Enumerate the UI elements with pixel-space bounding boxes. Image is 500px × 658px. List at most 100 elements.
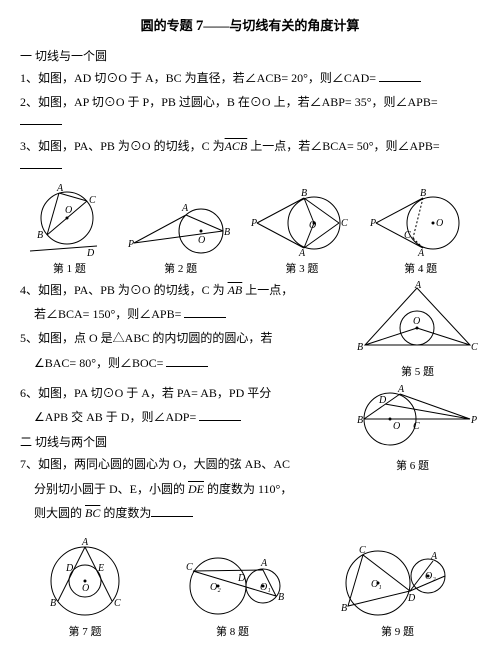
fig9-caption: 第 9 题 (333, 623, 463, 639)
svg-text:B: B (341, 603, 347, 614)
svg-text:O₁: O₁ (371, 579, 382, 590)
svg-text:C: C (404, 230, 411, 241)
svg-text:C: C (186, 562, 193, 573)
blank (20, 158, 62, 169)
q4-arc: AB (228, 283, 243, 297)
svg-text:C: C (359, 545, 366, 556)
fig3-svg: P B A C O (249, 188, 354, 258)
q7-c-a: 则大圆的 (34, 506, 85, 520)
page-title: 圆的专题 7——与切线有关的角度计算 (20, 15, 480, 35)
blank (199, 410, 241, 421)
svg-text:O: O (309, 220, 316, 231)
svg-text:B: B (420, 188, 426, 199)
question-7-line3: 则大圆的 BC 的度数为 (34, 504, 480, 523)
svg-text:A: A (417, 248, 425, 258)
svg-text:B: B (37, 230, 43, 241)
svg-text:A: A (430, 551, 438, 562)
figure-row-1: A B C O D 第 1 题 P A B O 第 2 题 (20, 183, 480, 276)
q4-a: 4、如图，PA、PB 为⊙O 的切线，C 为 (20, 283, 228, 297)
svg-text:O: O (393, 421, 400, 432)
figure-4: P B A C O 第 4 题 (368, 188, 473, 276)
q7-b-a: 分别切小圆于 D、E，小圆的 (34, 482, 188, 496)
q7-c-b: 的度数为 (100, 506, 151, 520)
svg-text:D: D (407, 593, 416, 604)
figure-9: C A B D O₁ O₂ 第 9 题 (333, 541, 463, 639)
svg-text:C: C (341, 218, 348, 229)
fig8-svg: C A B O₂ O₁ D (168, 546, 298, 621)
svg-text:A: A (414, 280, 422, 291)
fig5-caption: 第 5 题 (355, 363, 480, 379)
blank (151, 506, 193, 517)
fig7-svg: A B C D E O (38, 536, 133, 621)
svg-text:B: B (50, 598, 56, 609)
svg-text:C: C (114, 598, 121, 609)
svg-text:O₂: O₂ (210, 582, 221, 593)
fig6-svg: A B P D O C (345, 379, 480, 454)
svg-text:B: B (357, 415, 363, 426)
fig2-svg: P A B O (126, 193, 236, 258)
fig3-caption: 第 3 题 (249, 260, 354, 276)
svg-text:B: B (301, 188, 307, 199)
fig4-svg: P B A C O (368, 188, 473, 258)
svg-text:O: O (413, 316, 420, 327)
q7-b-b: 的度数为 110°， (204, 482, 292, 496)
figure-7: A B C D E O 第 7 题 (38, 536, 133, 639)
q2-text: 2、如图，AP 切⊙O 于 P，PB 过圆心，B 在⊙O 上，若∠ABP= 35… (20, 95, 438, 109)
q4-c: 若∠BCA= 150°，则∠APB= (34, 307, 184, 321)
title-suffix: ——与切线有关的角度计算 (203, 18, 359, 33)
fig4-caption: 第 4 题 (368, 260, 473, 276)
fig9-svg: C A B D O₁ O₂ (333, 541, 463, 621)
svg-text:A: A (181, 203, 189, 214)
q3-a: 3、如图，PA、PB 为⊙O 的切线，C 为 (20, 139, 225, 153)
svg-text:O: O (198, 235, 205, 246)
svg-text:P: P (127, 239, 134, 250)
svg-text:O: O (65, 205, 72, 216)
svg-text:A: A (397, 384, 405, 395)
fig2-caption: 第 2 题 (126, 260, 236, 276)
svg-text:P: P (250, 218, 257, 229)
blank (379, 71, 421, 82)
q4-b: 上一点， (242, 283, 293, 297)
fig7-caption: 第 7 题 (38, 623, 133, 639)
figure-5: A B C O 第 5 题 (355, 280, 480, 379)
fig1-caption: 第 1 题 (27, 260, 112, 276)
svg-text:D: D (86, 248, 95, 258)
q7-arc1: DE (188, 482, 204, 496)
q3-b: 上一点，若∠BCA= 50°，则∠APB= (247, 139, 439, 153)
svg-text:C: C (471, 342, 478, 353)
q1-text: 1、如图，AD 切⊙O 于 A，BC 为直径，若∠ACB= 20°，则∠CAD= (20, 71, 379, 85)
svg-text:A: A (56, 183, 64, 194)
figure-3: P B A C O 第 3 题 (249, 188, 354, 276)
svg-text:B: B (357, 342, 363, 353)
figure-2: P A B O 第 2 题 (126, 193, 236, 276)
blank (20, 114, 62, 125)
svg-text:A: A (81, 537, 89, 548)
svg-text:A: A (260, 558, 268, 569)
svg-text:O: O (436, 218, 443, 229)
q5-b: ∠BAC= 80°，则∠BOC= (34, 356, 166, 370)
blank (166, 356, 208, 367)
q3-arc: ACB (225, 139, 248, 153)
svg-text:B: B (224, 227, 230, 238)
svg-text:P: P (470, 415, 477, 426)
figure-6: A B P D O C 第 6 题 (345, 379, 480, 473)
figure-1: A B C O D 第 1 题 (27, 183, 112, 276)
figure-row-2: A B C D E O 第 7 题 C A B O₂ O₁ D 第 8 题 (20, 536, 480, 639)
question-1: 1、如图，AD 切⊙O 于 A，BC 为直径，若∠ACB= 20°，则∠CAD= (20, 69, 480, 88)
svg-text:D: D (378, 395, 387, 406)
q7-arc2: BC (85, 506, 100, 520)
svg-text:P: P (369, 218, 376, 229)
question-7-line2: 分别切小圆于 D、E，小圆的 DE 的度数为 110°， (34, 480, 480, 499)
svg-text:O₁: O₁ (260, 582, 271, 593)
svg-text:O: O (82, 583, 89, 594)
fig1-svg: A B C O D (27, 183, 112, 258)
section-1-heading: 一 切线与一个圆 (20, 47, 480, 64)
figure-8: C A B O₂ O₁ D 第 8 题 (168, 546, 298, 639)
svg-text:C: C (413, 421, 420, 432)
question-3: 3、如图，PA、PB 为⊙O 的切线，C 为ACB 上一点，若∠BCA= 50°… (20, 137, 480, 175)
q6-b: ∠APB 交 AB 于 D，则∠ADP= (34, 410, 199, 424)
blank (184, 307, 226, 318)
svg-text:A: A (298, 248, 306, 258)
svg-text:D: D (237, 573, 246, 584)
fig6-caption: 第 6 题 (345, 457, 480, 473)
